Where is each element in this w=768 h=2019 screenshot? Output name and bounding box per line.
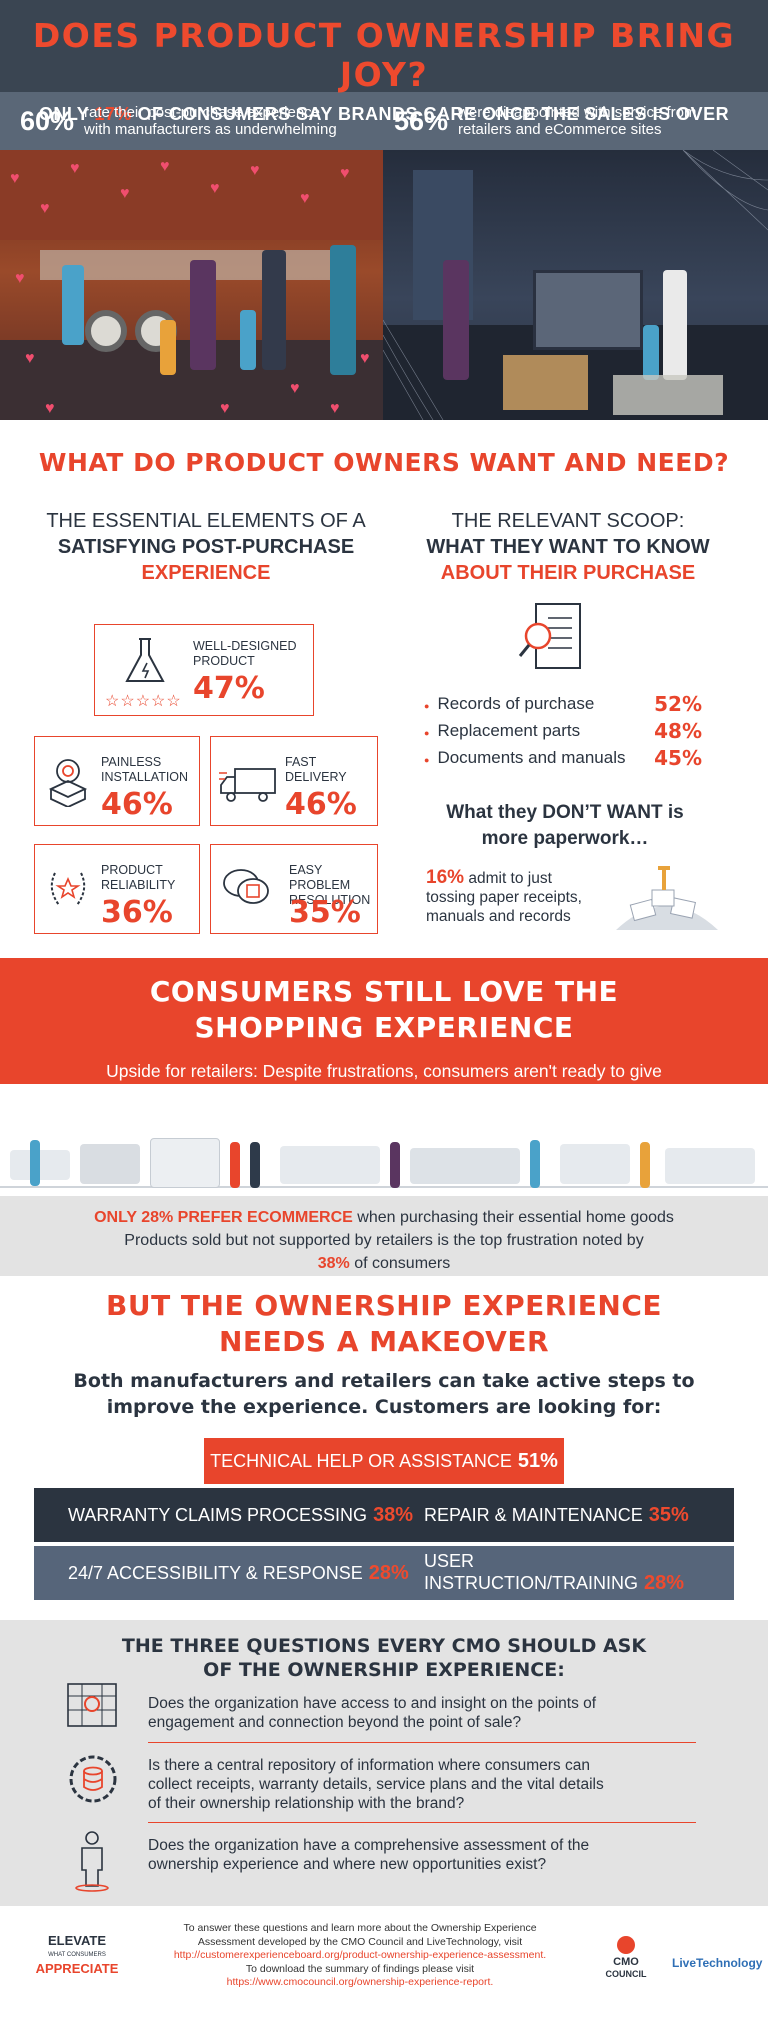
bar-user-instruction: USER INSTRUCTION/TRAINING 28% xyxy=(424,1551,685,1594)
bar-repair-maintenance: REPAIR & MAINTENANCE 35% xyxy=(424,1503,689,1526)
laurel-star-icon xyxy=(50,872,86,906)
stat-text: were disappointed with service from retai… xyxy=(458,104,697,138)
bar-warranty-claims: WARRANTY CLAIMS PROCESSING 38% xyxy=(68,1503,414,1526)
relevant-scoop-heading: THE RELEVANT SCOOP: WHAT THEY WANT TO KN… xyxy=(426,510,710,584)
card-painless-installation: PAINLESS INSTALLATION 46% xyxy=(34,736,200,826)
bar-technical-help: TECHNICAL HELP OR ASSISTANCE 51% xyxy=(204,1438,564,1484)
card-fast-delivery: FAST DELIVERY 46% xyxy=(210,736,378,826)
install-icon xyxy=(48,759,88,807)
subtitle-pre: ONLY xyxy=(38,104,89,124)
subtitle: ONLY 17% OF CONSUMERS SAY BRANDS CARE ON… xyxy=(0,104,768,125)
subtitle-pct: 17% xyxy=(94,104,132,124)
cmo-questions: THE THREE QUESTIONS EVERY CMO SHOULD ASK… xyxy=(0,1620,768,1906)
person-icon xyxy=(75,1831,109,1892)
shopping-banner: CONSUMERS STILL LOVE THE SHOPPING EXPERIE… xyxy=(0,958,768,1104)
list-item: ● Documents and manuals 45% xyxy=(424,745,702,770)
divider xyxy=(148,1822,696,1823)
ecommerce-stats: ONLY 28% PREFER ECOMMERCE when purchasin… xyxy=(0,1196,768,1276)
card-value: 46% xyxy=(101,787,173,822)
happy-store-illustration: ♥ ♥ ♥ ♥ ♥ ♥ ♥ ♥ ♥ ♥ ♥ ♥ ♥ ♥ ♥ ♥ xyxy=(0,150,383,420)
stat-60: 60% rate their post-purchase experience w… xyxy=(20,104,374,138)
paper-pile-icon xyxy=(616,866,718,930)
dont-want-heading: What they DON’T WANT is more paperwork… xyxy=(446,802,684,849)
list-item: ● Records of purchase 52% xyxy=(424,691,702,716)
bar-accessibility: 24/7 ACCESSIBILITY & RESPONSE 28% xyxy=(68,1561,409,1584)
footer-text: To answer these questions and learn more… xyxy=(150,1922,570,1990)
subtitle-post: OF CONSUMERS SAY BRANDS CARE ONCE THE SA… xyxy=(137,104,730,124)
question-2: Is there a central repository of informa… xyxy=(148,1757,604,1812)
essential-elements-heading: THE ESSENTIAL ELEMENTS OF A SATISFYING P… xyxy=(46,510,366,584)
main-title: DOES PRODUCT OWNERSHIP BRING JOY? xyxy=(32,16,736,94)
banner-title-line1: CONSUMERS STILL LOVE THE xyxy=(149,975,619,1008)
card-easy-resolution: EASY PROBLEM RESOLUTION 35% xyxy=(210,844,378,934)
elevate-logo: ELEVATE WHAT CONSUMERS APPRECIATE xyxy=(35,1933,119,1976)
makeover-section: BUT THE OWNERSHIP EXPERIENCE NEEDS A MAKE… xyxy=(73,1289,695,1418)
toss-stat: 16% admit to just tossing paper receipts… xyxy=(426,867,582,925)
question-1: Does the organization have access to and… xyxy=(148,1695,597,1731)
stars-icon: ☆☆☆☆☆ xyxy=(105,693,182,710)
card-product-reliability: PRODUCT RELIABILITY 36% xyxy=(34,844,200,934)
stat-number: 60% xyxy=(20,105,75,136)
card-value: 36% xyxy=(101,895,173,930)
store-people-illustration xyxy=(0,1134,768,1196)
report-link[interactable]: https://www.cmocouncil.org/ownership-exp… xyxy=(226,1976,494,1988)
question-3: Does the organization have a comprehensi… xyxy=(148,1837,590,1873)
footer: ELEVATE WHAT CONSUMERS APPRECIATE To ans… xyxy=(0,1906,768,2019)
questions-title-line1: THE THREE QUESTIONS EVERY CMO SHOULD ASK xyxy=(121,1635,647,1657)
header: DOES PRODUCT OWNERSHIP BRING JOY? ONLY 1… xyxy=(0,0,768,124)
flask-icon xyxy=(125,638,165,682)
card-value: 35% xyxy=(289,895,361,930)
receipt-magnifier-icon xyxy=(518,603,581,669)
stat-number: 56% xyxy=(394,105,449,136)
illustration-scene: ♥ ♥ ♥ ♥ ♥ ♥ ♥ ♥ ♥ ♥ ♥ ♥ ♥ ♥ ♥ ♥ xyxy=(0,150,768,420)
stat-56: 56% were disappointed with service from r… xyxy=(394,104,748,138)
network-icon xyxy=(67,1683,117,1727)
assessment-link[interactable]: http://customerexperienceboard.org/produ… xyxy=(173,1949,547,1961)
stats-row: 60% rate their post-purchase experience w… xyxy=(0,92,768,150)
banner-title-line2: SHOPPING EXPERIENCE xyxy=(194,1011,574,1044)
banner-text-line1: Upside for retailers: Despite frustratio… xyxy=(106,1061,662,1081)
questions-title-line2: OF THE OWNERSHIP EXPERIENCE: xyxy=(203,1659,565,1681)
card-well-designed: ☆☆☆☆☆ WELL-DESIGNED PRODUCT 47% xyxy=(94,624,314,716)
banner-text-line2: up heading to the stores...but once they… xyxy=(103,1084,665,1104)
list-item: ● Replacement parts 48% xyxy=(424,718,702,743)
gloomy-home-illustration xyxy=(383,150,768,420)
section-title: WHAT DO PRODUCT OWNERS WANT AND NEED? xyxy=(38,448,730,477)
cmo-council-logo: CMO COUNCIL xyxy=(598,1936,654,1980)
section-wants-needs: WHAT DO PRODUCT OWNERS WANT AND NEED? xyxy=(0,448,768,477)
stat-text: rate their post-purchase experience with … xyxy=(84,104,337,138)
card-value: 46% xyxy=(285,787,357,822)
bar-row-slate: 24/7 ACCESSIBILITY & RESPONSE 28% USER IN… xyxy=(34,1546,734,1600)
cobweb-icon xyxy=(383,150,768,420)
livetechnology-logo: LiveTechnology xyxy=(672,1956,763,1970)
divider xyxy=(148,1742,696,1743)
card-value: 47% xyxy=(193,671,265,706)
scoop-list: ● Records of purchase 52% ● Replacement par… xyxy=(424,690,702,771)
chat-bubbles-icon xyxy=(223,869,269,904)
bar-row-dark: WARRANTY CLAIMS PROCESSING 38% REPAIR & M… xyxy=(34,1488,734,1542)
database-gear-icon xyxy=(69,1755,117,1803)
truck-icon xyxy=(219,768,276,802)
